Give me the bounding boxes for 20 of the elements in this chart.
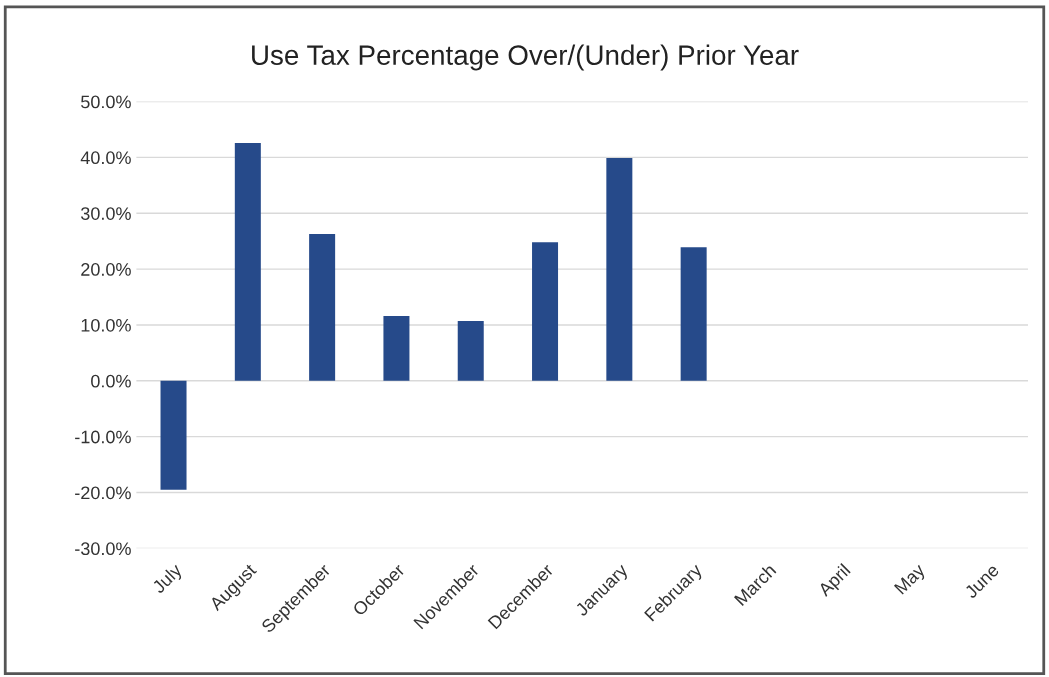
y-tick-label: -30.0% <box>75 542 131 556</box>
y-tick-label: 50.0% <box>81 95 131 109</box>
bar <box>680 247 707 381</box>
bar <box>606 157 633 381</box>
bar <box>160 380 187 490</box>
bar <box>383 316 410 381</box>
x-tick-label: May <box>893 562 929 598</box>
y-tick-label: -20.0% <box>75 486 131 500</box>
y-tick-label: -10.0% <box>75 430 131 444</box>
bar <box>532 242 559 381</box>
bar <box>309 233 336 381</box>
y-tick-label: 0.0% <box>91 374 131 388</box>
x-tick-label: July <box>151 562 186 597</box>
bar <box>457 321 484 381</box>
y-tick-label: 10.0% <box>81 318 131 332</box>
y-tick-label: 20.0% <box>81 263 131 276</box>
bar <box>234 142 261 381</box>
y-tick-label: 30.0% <box>81 207 131 220</box>
chart-title: Use Tax Percentage Over/(Under) Prior Year <box>252 44 799 71</box>
y-tick-label: 40.0% <box>80 151 131 165</box>
